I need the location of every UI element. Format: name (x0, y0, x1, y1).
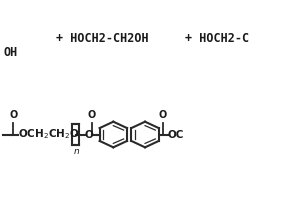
Text: + HOCH2-C: + HOCH2-C (185, 32, 249, 45)
Text: O: O (85, 130, 93, 140)
Text: + HOCH2-CH2OH: + HOCH2-CH2OH (56, 32, 148, 45)
Text: OH: OH (3, 46, 18, 59)
Text: OCH$_2$CH$_2$O: OCH$_2$CH$_2$O (18, 128, 80, 141)
Text: n: n (74, 147, 80, 156)
Text: O: O (9, 110, 17, 120)
Text: OC: OC (168, 130, 184, 140)
Text: O: O (159, 110, 167, 120)
Text: O: O (87, 110, 96, 120)
